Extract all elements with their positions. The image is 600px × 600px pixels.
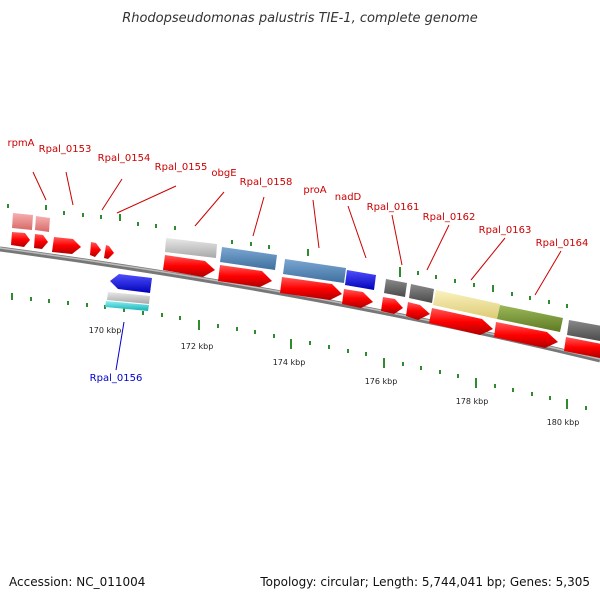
feature-block-rpal-0164 [497, 305, 563, 332]
leader-rpal-0158 [252, 196, 265, 237]
gene-label-rpal-0153: Rpal_0153 [39, 144, 92, 155]
scale-label-178: 178 kbp [456, 397, 489, 406]
gene-label-rpal-0158: Rpal_0158 [240, 177, 293, 188]
scale-labels: 170 kbp 172 kbp 174 kbp 176 kbp 178 kbp … [89, 326, 580, 427]
scale-label-170: 170 kbp [89, 326, 122, 335]
cds-arrow-edge [564, 337, 600, 358]
map-title: Rhodopseudomonas palustris TIE-1, comple… [122, 11, 478, 26]
feature-block-rpal-0156-cyan [105, 301, 149, 311]
feature-block-rpal-0158 [220, 247, 277, 270]
gene-label-rpal-0161: Rpal_0161 [367, 202, 420, 213]
leader-rpma [32, 171, 47, 201]
feature-block-rpal-0161 [384, 279, 407, 297]
leader-rpal-0164 [534, 250, 562, 296]
leader-rpal-0155 [116, 185, 177, 214]
gene-label-rpma: rpmA [7, 138, 34, 149]
cds-arrow-rpma [11, 232, 30, 247]
leader-rpal-0163 [470, 237, 506, 281]
leader-proa [312, 199, 320, 249]
cds-arrow-rpal-0156 [110, 274, 152, 293]
feature-block-rpal-0153 [35, 216, 50, 232]
leader-nadd [347, 205, 367, 259]
gene-label-rpal-0155: Rpal_0155 [155, 162, 208, 173]
cds-arrow-nadd [342, 289, 373, 308]
feature-block-nadd [345, 270, 376, 290]
feature-block-rpma [12, 213, 33, 230]
leader-rpal-0153 [65, 171, 74, 206]
cds-arrow-rpal-0161 [381, 297, 403, 314]
cds-arrow-rpal-0155b [104, 245, 114, 259]
accession-text: Accession: NC_011004 [9, 575, 145, 589]
forward-cds [11, 232, 600, 358]
feature-block-edge [567, 320, 600, 341]
feature-block-obge [165, 238, 217, 258]
gene-label-rpal-0163: Rpal_0163 [479, 225, 532, 236]
feature-block-proa [283, 259, 346, 283]
gene-label-nadd: nadD [335, 192, 362, 203]
leader-rpal-0161 [391, 214, 403, 266]
gene-label-obge: obgE [211, 168, 236, 179]
gene-label-proa: proA [303, 185, 326, 196]
cds-arrow-rpal-0164 [494, 322, 558, 348]
gene-labels: rpmA Rpal_0153 Rpal_0154 Rpal_0155 obgE … [7, 138, 588, 384]
cds-arrow-rpal-0158 [218, 265, 272, 287]
feature-block-rpal-0163 [433, 290, 500, 319]
scale-label-172: 172 kbp [181, 342, 214, 351]
cds-arrow-rpal-0153 [34, 234, 48, 249]
cds-arrow-obge [163, 255, 215, 277]
cds-arrow-rpal-0163 [429, 308, 493, 335]
gene-label-rpal-0156: Rpal_0156 [90, 373, 143, 384]
scale-label-180: 180 kbp [547, 418, 580, 427]
gene-label-rpal-0162: Rpal_0162 [423, 212, 476, 223]
feature-blocks [12, 213, 600, 341]
gene-label-rpal-0154: Rpal_0154 [98, 153, 151, 164]
feature-block-rpal-0156-gray [107, 292, 150, 304]
feature-block-rpal-0162 [409, 284, 434, 303]
genome-summary-text: Topology: circular; Length: 5,744,041 bp… [259, 575, 590, 589]
label-leaders [32, 171, 562, 371]
scale-label-174: 174 kbp [273, 358, 306, 367]
cds-arrow-rpal-0155a [90, 242, 101, 257]
leader-rpal-0156 [115, 321, 125, 371]
cds-arrow-rpal-0162 [406, 302, 430, 320]
gene-label-rpal-0164: Rpal_0164 [536, 238, 589, 249]
cds-arrow-rpal-0154 [52, 237, 81, 254]
scale-label-176: 176 kbp [365, 377, 398, 386]
reverse-cds [105, 274, 152, 311]
upper-ticks [7, 204, 568, 308]
leader-rpal-0154 [101, 178, 123, 211]
cds-arrow-proa [280, 277, 342, 300]
leader-obge [194, 191, 225, 227]
leader-rpal-0162 [426, 224, 450, 271]
